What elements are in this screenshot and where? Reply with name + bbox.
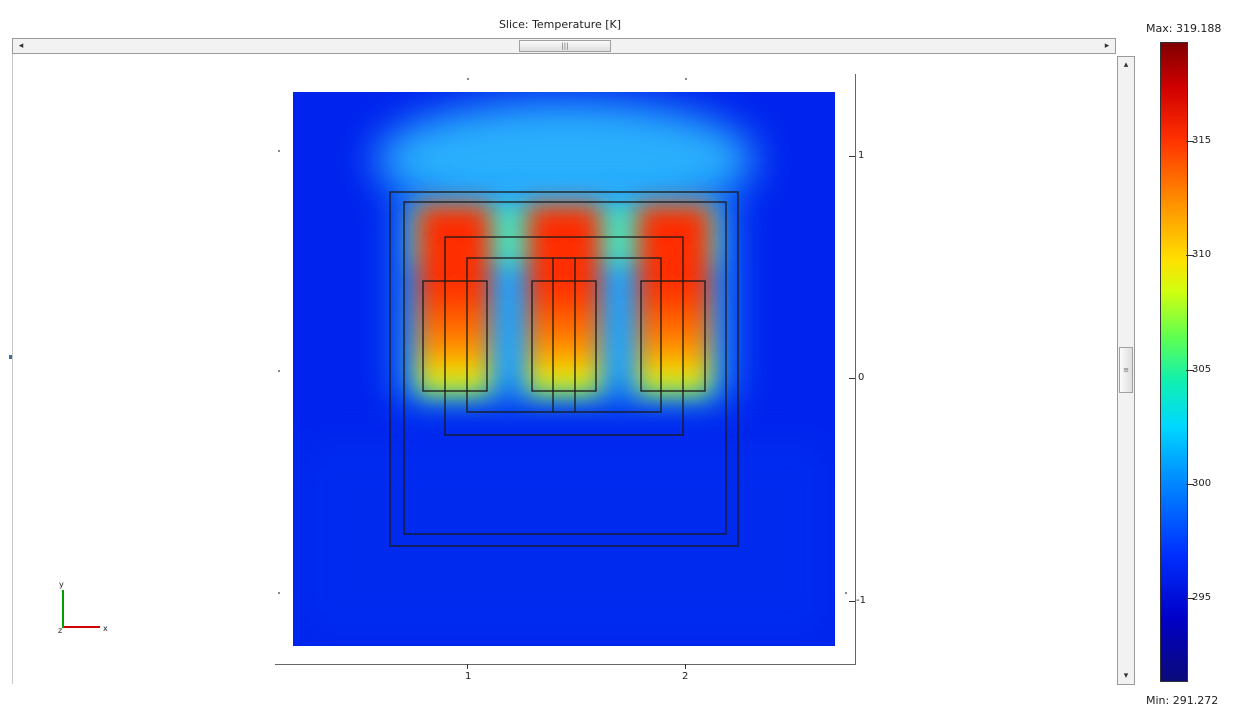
colorbar-label-315: 315 (1192, 135, 1212, 146)
colorbar-max-label: Max: 319.188 (1146, 22, 1222, 35)
colorbar-tick-295 (1186, 598, 1194, 599)
inner-tank-outline (403, 201, 727, 535)
vertical-scrollbar[interactable]: ▴ ≡ ▾ (1117, 56, 1135, 685)
vertical-scroll-thumb[interactable]: ≡ (1119, 347, 1133, 393)
colorbar-label-305: 305 (1192, 364, 1212, 375)
triad-z-label: z (58, 626, 63, 635)
horizontal-scroll-thumb[interactable]: ||| (519, 40, 611, 52)
splitter-handle[interactable] (9, 355, 13, 359)
lower-region (300, 440, 830, 640)
x-tick-label-1: 1 (465, 671, 472, 682)
horizontal-scrollbar[interactable]: ◂ ||| ▸ (12, 38, 1116, 54)
x-tick-1 (467, 664, 468, 669)
coil-heat-center (528, 205, 600, 395)
scroll-left-arrow-icon[interactable]: ◂ (18, 41, 24, 51)
grid-dot (278, 592, 280, 594)
colorbar-tick-300 (1186, 484, 1194, 485)
heat-halo-top (375, 100, 755, 220)
temperature-colorbar (1160, 42, 1188, 682)
triad-y-label: y (59, 580, 64, 589)
temperature-slice-plot (293, 92, 835, 646)
scroll-down-arrow-icon[interactable]: ▾ (1123, 671, 1129, 681)
outer-tank-outline (389, 191, 739, 547)
core-inner-outline (466, 257, 662, 413)
y-tick-0 (849, 378, 855, 379)
colorbar-tick-305 (1186, 370, 1194, 371)
graphics-window[interactable] (12, 54, 1117, 684)
colorbar-label-310: 310 (1192, 249, 1212, 260)
grid-dot (278, 150, 280, 152)
coil-outline-right (640, 280, 706, 392)
grid-dot (685, 78, 687, 80)
coil-heat-left (418, 205, 490, 395)
coil-outline-center (531, 280, 597, 392)
triad-x-label: x (103, 624, 108, 633)
x-tick-2 (685, 664, 686, 669)
y-tick-neg1 (849, 601, 855, 602)
grid-dot (467, 78, 469, 80)
colorbar-tick-315 (1186, 141, 1194, 142)
grid-dot (845, 592, 847, 594)
colorbar-tick-310 (1186, 255, 1194, 256)
scroll-up-arrow-icon[interactable]: ▴ (1123, 60, 1129, 70)
scroll-right-arrow-icon[interactable]: ▸ (1104, 41, 1110, 51)
y-tick-label-neg1: -1 (856, 595, 866, 606)
x-axis-line (275, 664, 855, 665)
plot-title: Slice: Temperature [K] (498, 18, 622, 31)
coil-heat-right (638, 205, 710, 395)
triad-x-axis-icon (64, 626, 100, 628)
y-tick-1 (849, 156, 855, 157)
core-outer-outline (444, 236, 684, 436)
x-tick-label-2: 2 (682, 671, 689, 682)
colorbar-label-295: 295 (1192, 592, 1212, 603)
triad-y-axis-icon (62, 590, 64, 628)
y-tick-label-1: 1 (858, 150, 865, 161)
grid-dot (278, 370, 280, 372)
colorbar-min-label: Min: 291.272 (1146, 694, 1219, 707)
coil-outline-left (422, 280, 488, 392)
y-axis-line (855, 74, 856, 665)
y-tick-label-0: 0 (858, 372, 865, 383)
colorbar-label-300: 300 (1192, 478, 1212, 489)
